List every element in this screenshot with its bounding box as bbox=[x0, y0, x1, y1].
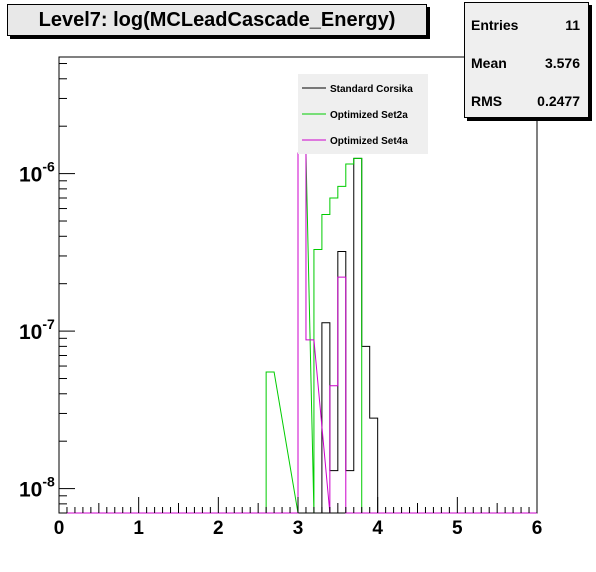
x-tick-label: 0 bbox=[54, 518, 65, 539]
stat-mean-row: Mean 3.576 bbox=[471, 53, 580, 73]
chart-title-text: Level7: log(MCLeadCascade_Energy) bbox=[38, 8, 396, 31]
stat-rms-value: 0.2477 bbox=[537, 93, 580, 109]
legend: Standard Corsika Optimized Set2a Optimized… bbox=[298, 74, 428, 154]
legend-entry-0: Standard Corsika bbox=[330, 84, 413, 95]
stat-mean-label: Mean bbox=[471, 55, 507, 71]
y-tick-label: 10-7 bbox=[19, 316, 55, 344]
axis-layer: 0 1 2 3 4 5 6 10-8 10-7 10-6 bbox=[19, 63, 543, 539]
stat-rms-label: RMS bbox=[471, 93, 503, 109]
stat-entries-label: Entries bbox=[471, 17, 519, 33]
x-tick-label: 6 bbox=[532, 518, 543, 539]
stats-box: Entries 11 Mean 3.576 RMS 0.2477 bbox=[464, 2, 589, 118]
x-tick-label: 1 bbox=[133, 518, 144, 539]
x-tick-label: 5 bbox=[452, 518, 463, 539]
stat-entries-row: Entries 11 bbox=[471, 15, 580, 35]
y-tick-label: 10-6 bbox=[19, 159, 55, 187]
stat-rms-row: RMS 0.2477 bbox=[471, 91, 580, 111]
x-tick-label: 4 bbox=[372, 518, 383, 539]
legend-entry-1: Optimized Set2a bbox=[330, 110, 408, 121]
chart-title: Level7: log(MCLeadCascade_Energy) bbox=[7, 4, 427, 36]
series-0-line bbox=[59, 157, 537, 514]
x-tick-label: 2 bbox=[213, 518, 224, 539]
stat-mean-value: 3.576 bbox=[544, 55, 580, 71]
x-tick-label: 3 bbox=[293, 518, 304, 539]
y-tick-label: 10-8 bbox=[19, 474, 55, 502]
stat-entries-value: 11 bbox=[565, 17, 580, 33]
legend-entry-2: Optimized Set4a bbox=[330, 136, 408, 147]
series-1-line bbox=[59, 152, 537, 514]
